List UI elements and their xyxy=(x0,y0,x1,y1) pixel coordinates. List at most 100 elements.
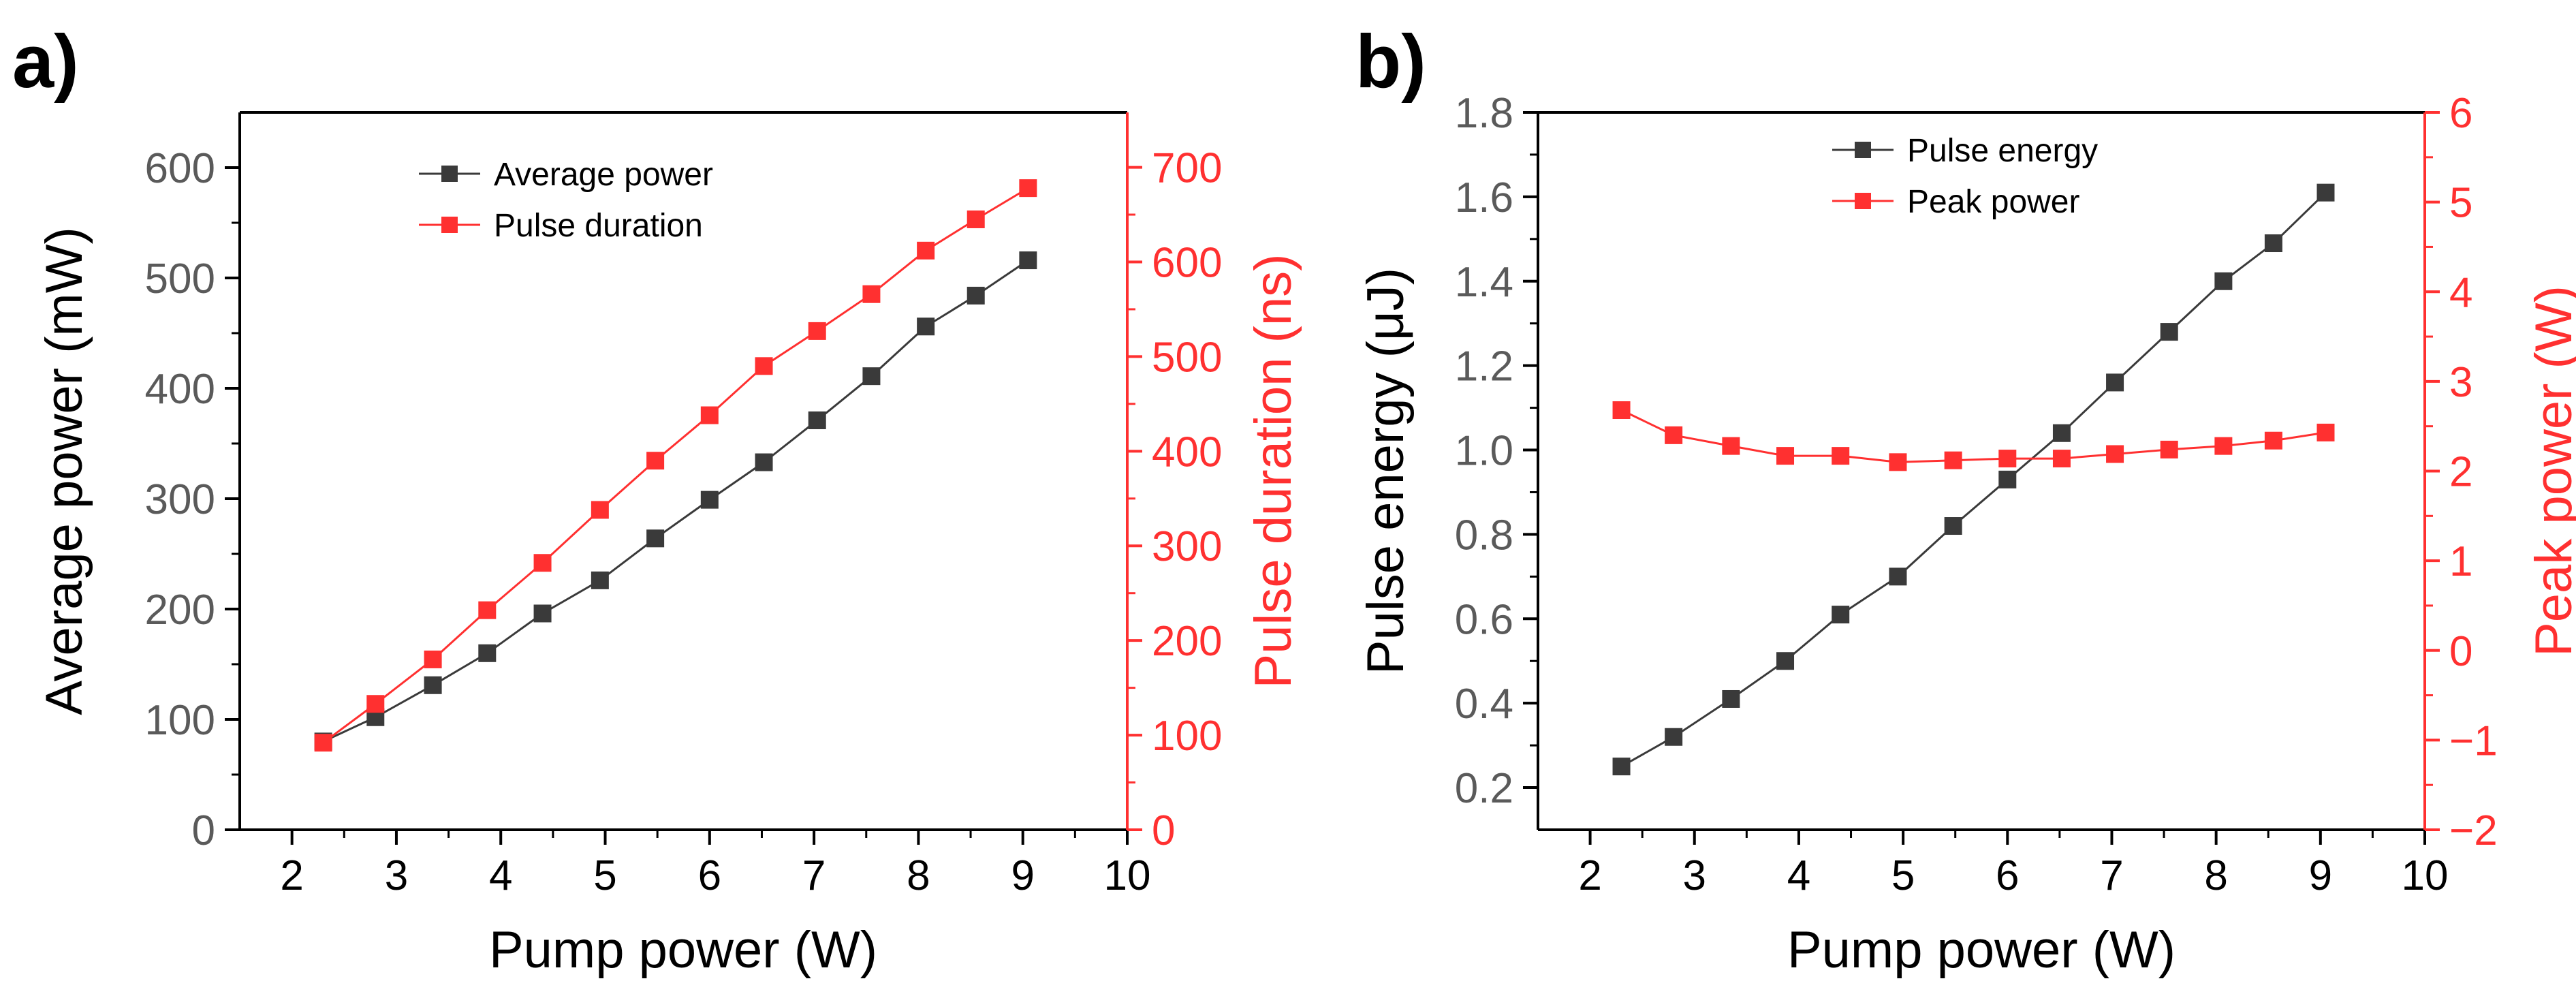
right-axis-label: Pulse duration (ns) xyxy=(1244,254,1302,689)
left-tick-label: 500 xyxy=(145,255,215,302)
legend-label: Average power xyxy=(494,157,713,193)
panel-b: b)2 3 4 5 6 7 8 9 100.20.40.60.81.01.21.41.61.8−… xyxy=(1355,20,2576,979)
left-tick-label: 400 xyxy=(145,366,215,413)
right-tick-label: 1 xyxy=(2449,538,2472,585)
data-point xyxy=(1665,426,1683,444)
data-point xyxy=(1832,447,1850,465)
data-point xyxy=(1722,437,1740,455)
panel-label: a) xyxy=(12,20,79,104)
right-tick-label: 3 xyxy=(2449,359,2472,406)
data-point xyxy=(862,367,881,386)
left-tick-label: 1.2 xyxy=(1455,343,1513,390)
x-tick-label: 4 xyxy=(1787,852,1810,899)
right-tick-label: 400 xyxy=(1152,429,1222,476)
right-tick-label: 500 xyxy=(1152,334,1222,381)
right-tick-label: 600 xyxy=(1152,239,1222,286)
right-tick-label: 2 xyxy=(2449,449,2472,496)
data-point xyxy=(2264,431,2282,450)
left-tick-label: 1.6 xyxy=(1455,174,1513,221)
legend: Pulse energy Peak power xyxy=(1832,133,2098,220)
left-tick-label: 0.6 xyxy=(1455,596,1513,643)
data-point xyxy=(2052,450,2071,468)
data-point xyxy=(862,285,881,303)
data-point xyxy=(1722,689,1740,708)
legend-marker xyxy=(1855,142,1871,158)
left-tick-label: 300 xyxy=(145,476,215,523)
x-tick-label: 4 xyxy=(489,852,512,899)
data-point xyxy=(1665,728,1683,746)
x-tick-label: 3 xyxy=(385,852,408,899)
series-line-pulse-energy xyxy=(1620,191,2327,768)
left-tick-label: 0 xyxy=(192,807,215,854)
left-tick-label: 1.0 xyxy=(1455,428,1513,475)
data-point xyxy=(1019,179,1037,198)
data-point xyxy=(366,695,385,713)
data-point xyxy=(1889,453,1907,471)
data-point xyxy=(424,650,442,668)
data-point xyxy=(1998,470,2017,488)
data-point xyxy=(478,601,497,619)
right-tick-label: 100 xyxy=(1152,713,1222,760)
legend-label: Pulse energy xyxy=(1907,133,2098,169)
x-tick-label: 5 xyxy=(593,852,616,899)
data-point xyxy=(700,406,719,424)
right-tick-label: −1 xyxy=(2449,717,2498,764)
right-axis-label: Peak power (W) xyxy=(2525,285,2576,657)
data-point xyxy=(591,571,609,589)
data-point xyxy=(1019,251,1037,270)
data-point xyxy=(2106,373,2124,392)
data-point xyxy=(1889,567,1907,586)
data-point xyxy=(1776,652,1795,670)
data-point xyxy=(967,210,985,228)
data-point xyxy=(700,491,719,509)
left-tick-label: 100 xyxy=(145,697,215,744)
data-point xyxy=(1998,450,2017,468)
legend-marker xyxy=(441,217,458,233)
legend-marker xyxy=(1855,193,1871,209)
x-tick-label: 8 xyxy=(2204,852,2227,899)
x-tick-label: 6 xyxy=(698,852,721,899)
panel-a: a)2 3 4 5 6 7 8 9 100100200300400500600010020030… xyxy=(12,20,1302,979)
x-axis-label: Pump power (W) xyxy=(489,921,877,979)
series-line-average-power xyxy=(323,259,1029,743)
data-point xyxy=(478,644,497,662)
left-tick-label: 600 xyxy=(145,145,215,192)
data-point xyxy=(591,501,609,519)
x-tick-label: 10 xyxy=(1104,852,1151,899)
x-axis-label: Pump power (W) xyxy=(1787,921,2176,979)
right-tick-label: 300 xyxy=(1152,523,1222,570)
data-point xyxy=(755,357,773,375)
data-point xyxy=(1944,451,1962,469)
left-tick-label: 200 xyxy=(145,587,215,634)
series-line-peak-power xyxy=(1620,409,2326,463)
legend-label: Pulse duration xyxy=(494,208,703,244)
data-point xyxy=(2316,183,2335,202)
left-tick-label: 1.4 xyxy=(1455,259,1513,306)
data-point xyxy=(2160,440,2178,458)
legend-marker xyxy=(441,166,458,182)
data-point xyxy=(2214,437,2233,455)
x-tick-label: 9 xyxy=(1011,852,1034,899)
data-point xyxy=(2264,234,2282,253)
data-point xyxy=(2052,424,2071,442)
right-tick-label: 700 xyxy=(1152,145,1222,192)
legend: Average power Pulse duration xyxy=(419,157,713,244)
right-tick-label: 200 xyxy=(1152,618,1222,665)
data-point xyxy=(1776,447,1795,465)
right-tick-label: 5 xyxy=(2449,180,2472,227)
legend-label: Peak power xyxy=(1907,184,2079,220)
x-tick-label: 5 xyxy=(1891,852,1915,899)
x-tick-label: 9 xyxy=(2309,852,2332,899)
data-point xyxy=(967,286,985,305)
left-tick-label: 0.4 xyxy=(1455,681,1513,728)
right-tick-label: 0 xyxy=(1152,807,1175,854)
series-line-pulse-duration xyxy=(322,187,1029,744)
data-point xyxy=(1832,606,1850,624)
right-tick-label: 0 xyxy=(2449,628,2472,675)
panel-label: b) xyxy=(1355,20,1426,104)
x-tick-label: 2 xyxy=(280,852,303,899)
right-tick-label: 4 xyxy=(2449,269,2472,316)
right-tick-label: −2 xyxy=(2449,807,2498,854)
x-tick-label: 3 xyxy=(1683,852,1706,899)
